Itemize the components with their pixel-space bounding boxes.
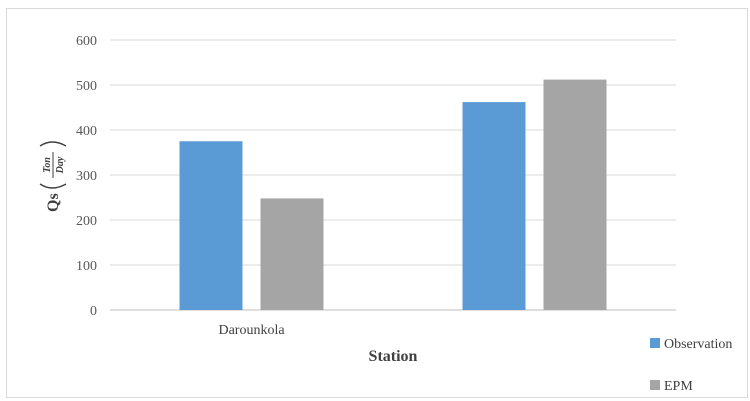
right-paren-shape: [39, 141, 67, 147]
y-axis-label-numerator: Ton: [42, 157, 53, 173]
left-paren-shape: [39, 183, 67, 189]
category-labels: Darounkola: [218, 323, 285, 338]
y-axis-label: Qs Ton Day: [39, 141, 67, 212]
y-tick-label: 200: [76, 214, 97, 229]
legend: Observation EPM: [650, 337, 732, 394]
chart-frame: [6, 8, 748, 398]
y-tick-label: 300: [76, 169, 97, 184]
bar-observation-0: [179, 141, 243, 310]
legend-swatch-epm: [650, 380, 660, 390]
legend-swatch-observation: [650, 338, 660, 348]
y-tick-label: 500: [76, 79, 97, 94]
y-tick-label: 400: [76, 124, 97, 139]
y-tick-label: 0: [90, 304, 97, 319]
x-axis-label: Station: [369, 348, 418, 365]
bar-epm-0: [260, 198, 324, 310]
category-label: Darounkola: [218, 323, 285, 338]
y-axis-label-main: Qs: [45, 193, 62, 212]
y-axis-label-denominator: Day: [55, 156, 66, 174]
legend-label-epm: EPM: [664, 379, 693, 394]
legend-label-observation: Observation: [664, 337, 732, 352]
y-tick-label: 600: [76, 34, 97, 49]
bar-epm-1: [543, 79, 607, 310]
bar-observation-1: [462, 102, 526, 310]
bars: [179, 79, 607, 310]
y-tick-label: 100: [76, 259, 97, 274]
y-tick-labels: 0 100 200 300 400 500 600: [76, 34, 97, 319]
